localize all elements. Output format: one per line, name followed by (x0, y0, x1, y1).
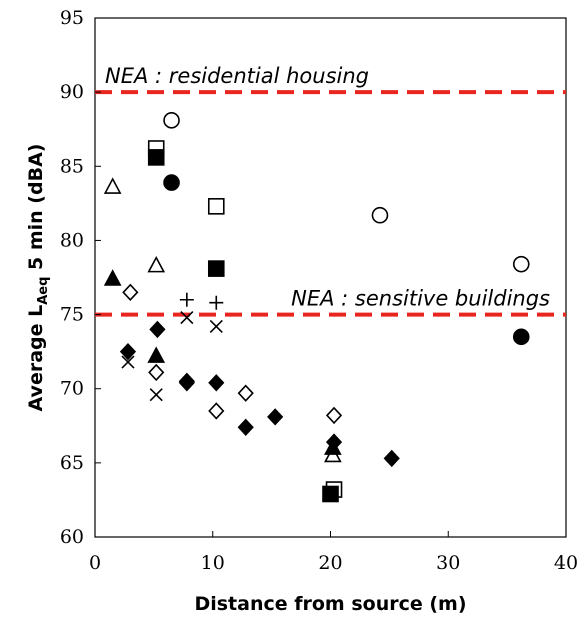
reference-line-label: NEA : sensitive buildings (291, 287, 550, 311)
y-tick-label: 80 (60, 229, 84, 251)
data-point-plus (209, 295, 224, 310)
data-point-diamond-open (148, 363, 165, 382)
data-point-diamond-open (237, 384, 254, 402)
y-axis-title-prefix: Average L (25, 305, 47, 412)
data-point-cross (149, 388, 163, 402)
y-axis-title: Average LAeq 5 min (dBA) (25, 144, 51, 412)
data-point-diamond-filled (325, 433, 343, 451)
data-point-diamond-filled (149, 320, 166, 339)
data-point-square-filled (322, 485, 339, 503)
data-point-plus (179, 292, 194, 307)
data-point-triangle-open (103, 177, 122, 194)
x-tick-label: 20 (318, 552, 342, 574)
data-point-diamond-filled (178, 374, 195, 392)
x-tick-label: 0 (89, 552, 101, 574)
reference-lines: NEA : residential housing NEA : sensitive… (95, 64, 566, 317)
y-tick-label: 65 (60, 452, 84, 474)
y-tick-label: 90 (60, 81, 84, 103)
x-tick-label: 10 (201, 552, 225, 574)
y-axis-title-suffix: 5 min (dBA) (25, 144, 47, 277)
data-point-diamond-open (122, 283, 139, 302)
data-point-diamond-open (208, 402, 225, 420)
data-point-triangle-filled (147, 346, 166, 363)
data-point-circle-filled (163, 174, 180, 191)
data-point-square-filled (207, 260, 225, 277)
reference-line-label: NEA : residential housing (105, 64, 369, 88)
data-point-circle-open (512, 255, 530, 273)
y-tick-label: 70 (60, 378, 84, 400)
data-point-triangle-filled (103, 269, 122, 286)
y-axis-title-subscript: Aeq (36, 277, 51, 305)
x-tick-labels: 0 10 20 30 40 (89, 531, 578, 574)
y-tick-labels: 60 65 70 75 80 85 90 95 (60, 7, 101, 548)
data-point-diamond-filled (237, 418, 254, 436)
y-tick-label: 75 (60, 304, 84, 326)
data-point-diamond-filled (119, 342, 137, 361)
x-tick-label: 30 (436, 552, 460, 574)
data-point-cross (180, 310, 194, 325)
data-point-diamond-filled (208, 374, 225, 392)
data-point-circle-open (163, 112, 180, 129)
data-point-diamond-open (325, 406, 343, 425)
y-tick-label: 60 (60, 526, 84, 548)
data-point-square-open (207, 198, 225, 215)
x-tick-label: 40 (554, 552, 578, 574)
data-markers (103, 112, 530, 503)
data-point-diamond-filled (383, 449, 400, 468)
data-point-cross (209, 319, 223, 333)
data-point-circle-open (371, 206, 389, 224)
data-point-triangle-open (147, 255, 166, 273)
y-tick-label: 85 (60, 155, 84, 177)
data-point-diamond-filled (267, 408, 284, 426)
data-point-cross (121, 355, 135, 369)
data-point-square-filled (147, 149, 165, 166)
x-axis-title: Distance from source (m) (194, 593, 466, 615)
data-point-circle-filled (512, 328, 530, 346)
y-tick-label: 95 (60, 7, 84, 29)
